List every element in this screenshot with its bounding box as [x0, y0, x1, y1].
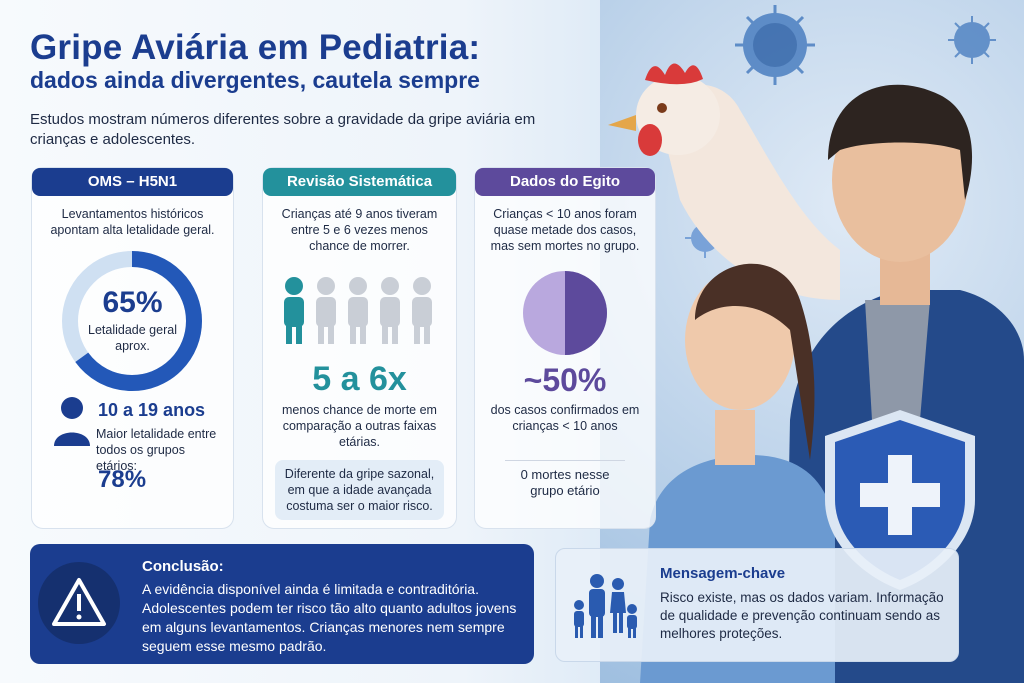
- donut-chart: [62, 251, 202, 391]
- pie-slice: [565, 271, 607, 355]
- key-message-panel: Mensagem-chave Risco existe, mas os dado…: [555, 548, 959, 662]
- age-text: Maior letalidade entre todos os grupos e…: [96, 427, 217, 473]
- pie-chart: [523, 271, 607, 355]
- shield-cross-icon: [825, 410, 975, 590]
- age-range: 10 a 19 anos: [98, 400, 206, 420]
- review-big-text: menos chance de morte em comparação a ou…: [282, 403, 437, 449]
- conclusion-panel: Conclusão: A evidência disponível ainda …: [30, 544, 534, 664]
- family-icon: [574, 574, 637, 638]
- intro-text: Estudos mostram números diferentes sobre…: [30, 111, 536, 148]
- conclusion-body: A evidência disponível ainda é limitada …: [142, 581, 517, 654]
- card-oms-heading: OMS – H5N1: [32, 168, 233, 196]
- egypt-deaths-text: 0 mortes nesse grupo etário: [505, 460, 625, 499]
- donut-value: 65%: [102, 286, 163, 319]
- review-note: Diferente da gripe sazonal, em que a ida…: [275, 460, 444, 520]
- conclusion-heading: Conclusão:: [142, 558, 224, 575]
- card-review-heading: Revisão Sistemática: [263, 168, 456, 196]
- virus-icon: [948, 16, 996, 64]
- card-oms-text: Levantamentos históricos apontam alta le…: [50, 207, 215, 237]
- key-message-body: Risco existe, mas os dados variam. Infor…: [660, 590, 944, 641]
- key-message-heading: Mensagem-chave: [660, 565, 786, 582]
- virus-icon: [735, 5, 815, 85]
- donut-label: Letalidade geral aprox.: [88, 323, 177, 353]
- chicken-icon: [608, 63, 840, 300]
- egypt-big-value: ~50%: [523, 362, 607, 398]
- card-egypt: Dados do Egito Crianças < 10 anos foram …: [474, 167, 656, 529]
- warning-icon-badge: [38, 562, 120, 644]
- page-title: Gripe Aviária em Pediatria:: [30, 28, 481, 67]
- card-egypt-text: Crianças < 10 anos foram quase metade do…: [490, 207, 640, 253]
- page-subtitle: dados ainda divergentes, cautela sempre: [30, 67, 480, 93]
- age-value: 78%: [98, 466, 147, 493]
- person-icon: [54, 397, 90, 446]
- review-big-value: 5 a 6x: [312, 360, 407, 398]
- card-review: Revisão Sistemática Crianças até 9 anos …: [262, 167, 457, 529]
- egypt-big-text: dos casos confirmados em crianças < 10 a…: [490, 403, 640, 433]
- card-review-text: Crianças até 9 anos tiveram entre 5 e 6 …: [281, 207, 438, 253]
- donut-arc: [62, 251, 202, 391]
- card-egypt-heading: Dados do Egito: [475, 168, 655, 196]
- card-oms: OMS – H5N1 Levantamentos históricos apon…: [31, 167, 234, 529]
- warning-icon: [52, 578, 106, 626]
- people-icon: [284, 277, 432, 344]
